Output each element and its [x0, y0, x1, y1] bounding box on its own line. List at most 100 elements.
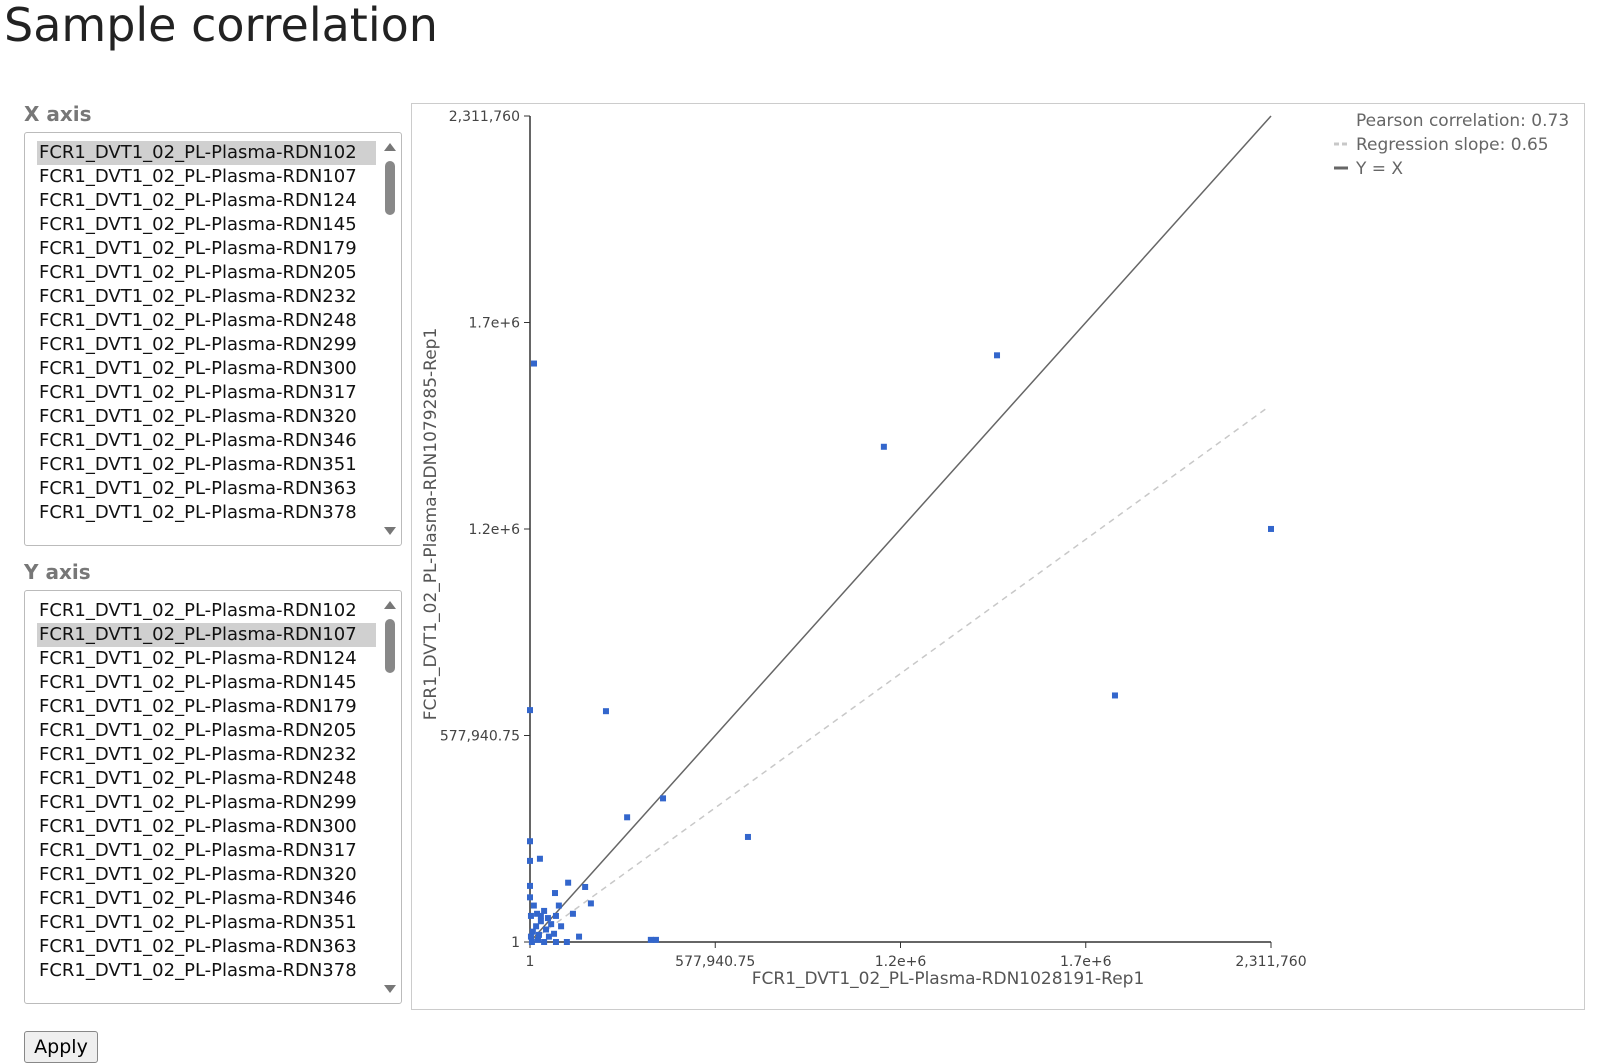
chart: FCR1_DVT1_02_PL-Plasma-RDN1028191-Rep1 F… [421, 109, 1569, 989]
data-point [552, 890, 559, 897]
list-option[interactable]: FCR1_DVT1_02_PL-Plasma-RDN107 [39, 166, 357, 187]
data-point [587, 900, 594, 907]
data-point [1111, 692, 1118, 699]
scrollbar[interactable] [383, 599, 397, 995]
list-option[interactable]: FCR1_DVT1_02_PL-Plasma-RDN300 [39, 358, 357, 379]
data-point [533, 923, 540, 930]
list-option[interactable]: FCR1_DVT1_02_PL-Plasma-RDN102 [39, 600, 357, 621]
list-option[interactable]: FCR1_DVT1_02_PL-Plasma-RDN363 [39, 478, 357, 499]
x-axis-label: X axis [24, 102, 92, 126]
identity-line [529, 115, 1272, 943]
y-tick-label: 2,311,760 [449, 109, 520, 125]
data-point [543, 926, 550, 933]
list-option[interactable]: FCR1_DVT1_02_PL-Plasma-RDN179 [39, 696, 357, 717]
data-point [527, 912, 534, 919]
data-point [576, 933, 583, 940]
data-point [563, 939, 570, 945]
data-point [582, 883, 589, 890]
data-point [527, 933, 534, 940]
list-option[interactable]: FCR1_DVT1_02_PL-Plasma-RDN232 [39, 286, 357, 307]
list-option[interactable]: FCR1_DVT1_02_PL-Plasma-RDN317 [39, 382, 357, 403]
data-point [530, 902, 537, 909]
list-option[interactable]: FCR1_DVT1_02_PL-Plasma-RDN248 [39, 310, 357, 331]
x-axis-list[interactable]: FCR1_DVT1_02_PL-Plasma-RDN102 FCR1_DVT1_0… [24, 132, 402, 546]
data-point [569, 910, 576, 917]
list-option[interactable]: FCR1_DVT1_02_PL-Plasma-RDN317 [39, 840, 357, 861]
data-point [531, 360, 538, 367]
list-option[interactable]: FCR1_DVT1_02_PL-Plasma-RDN299 [39, 792, 357, 813]
list-option[interactable]: FCR1_DVT1_02_PL-Plasma-RDN363 [39, 936, 357, 957]
list-option[interactable]: FCR1_DVT1_02_PL-Plasma-RDN351 [39, 912, 357, 933]
page-title: Sample correlation [4, 0, 438, 52]
list-option[interactable]: FCR1_DVT1_02_PL-Plasma-RDN205 [39, 720, 357, 741]
y-tick-label: 1.7e+6 [468, 316, 520, 332]
data-point [548, 921, 555, 928]
data-point [541, 907, 548, 914]
list-option[interactable]: FCR1_DVT1_02_PL-Plasma-RDN320 [39, 864, 357, 885]
data-point [880, 443, 887, 450]
list-option[interactable]: FCR1_DVT1_02_PL-Plasma-RDN378 [39, 502, 357, 523]
data-point [537, 912, 544, 919]
x-axis-title: FCR1_DVT1_02_PL-Plasma-RDN1028191-Rep1 [752, 969, 1145, 989]
y-tick-label: 1.2e+6 [468, 522, 520, 538]
data-point [535, 931, 542, 938]
legend-label: Y = X [1355, 159, 1403, 179]
x-tick-label: 1.2e+6 [875, 954, 927, 970]
data-point [527, 857, 533, 864]
list-option[interactable]: FCR1_DVT1_02_PL-Plasma-RDN346 [39, 888, 357, 909]
data-point [535, 936, 542, 943]
data-point [534, 910, 541, 917]
data-point [552, 939, 559, 945]
legend-label: Pearson correlation: 0.73 [1356, 111, 1569, 131]
list-option[interactable]: FCR1_DVT1_02_PL-Plasma-RDN179 [39, 238, 357, 259]
data-point [652, 936, 659, 943]
y-tick-label: 1 [511, 935, 520, 951]
data-point [602, 708, 609, 715]
list-option[interactable]: FCR1_DVT1_02_PL-Plasma-RDN320 [39, 406, 357, 427]
list-option[interactable]: FCR1_DVT1_02_PL-Plasma-RDN232 [39, 744, 357, 765]
data-point [660, 795, 667, 802]
list-option[interactable]: FCR1_DVT1_02_PL-Plasma-RDN145 [39, 214, 357, 235]
data-point [527, 707, 533, 714]
list-option[interactable]: FCR1_DVT1_02_PL-Plasma-RDN102 [37, 141, 376, 165]
y-axis-list[interactable]: FCR1_DVT1_02_PL-Plasma-RDN102 FCR1_DVT1_0… [24, 590, 402, 1004]
x-tick-label: 577,940.75 [675, 954, 755, 970]
data-point [527, 838, 533, 845]
chart-frame: FCR1_DVT1_02_PL-Plasma-RDN1028191-Rep1 F… [411, 103, 1585, 1010]
data-point [552, 912, 559, 919]
data-point [558, 923, 565, 930]
x-tick-label: 2,311,760 [1235, 954, 1306, 970]
list-option[interactable]: FCR1_DVT1_02_PL-Plasma-RDN378 [39, 960, 357, 981]
data-point [527, 882, 533, 889]
data-point [527, 894, 533, 901]
list-option[interactable]: FCR1_DVT1_02_PL-Plasma-RDN124 [39, 190, 357, 211]
y-tick-label: 577,940.75 [440, 729, 520, 745]
legend-label: Regression slope: 0.65 [1356, 135, 1549, 155]
list-option[interactable]: FCR1_DVT1_02_PL-Plasma-RDN248 [39, 768, 357, 789]
list-option[interactable]: FCR1_DVT1_02_PL-Plasma-RDN124 [39, 648, 357, 669]
list-option[interactable]: FCR1_DVT1_02_PL-Plasma-RDN107 [37, 623, 376, 647]
data-point [744, 833, 751, 840]
x-tick-label: 1 [526, 954, 535, 970]
data-point [565, 879, 572, 886]
data-point [529, 928, 536, 935]
list-option[interactable]: FCR1_DVT1_02_PL-Plasma-RDN346 [39, 430, 357, 451]
list-option[interactable]: FCR1_DVT1_02_PL-Plasma-RDN299 [39, 334, 357, 355]
list-option[interactable]: FCR1_DVT1_02_PL-Plasma-RDN205 [39, 262, 357, 283]
data-point [528, 939, 535, 945]
y-axis-label: Y axis [24, 560, 91, 584]
data-point [555, 902, 562, 909]
list-option[interactable]: FCR1_DVT1_02_PL-Plasma-RDN145 [39, 672, 357, 693]
list-option[interactable]: FCR1_DVT1_02_PL-Plasma-RDN351 [39, 454, 357, 475]
y-axis-title: FCR1_DVT1_02_PL-Plasma-RDN1079285-Rep1 [421, 328, 441, 721]
data-point [994, 352, 1001, 359]
apply-button[interactable]: Apply [24, 1031, 98, 1063]
list-option[interactable]: FCR1_DVT1_02_PL-Plasma-RDN300 [39, 816, 357, 837]
data-point [541, 939, 548, 945]
data-point [1268, 525, 1274, 532]
scrollbar[interactable] [383, 141, 397, 537]
data-point [551, 930, 558, 937]
data-point [647, 936, 654, 943]
regression-line [529, 408, 1267, 943]
